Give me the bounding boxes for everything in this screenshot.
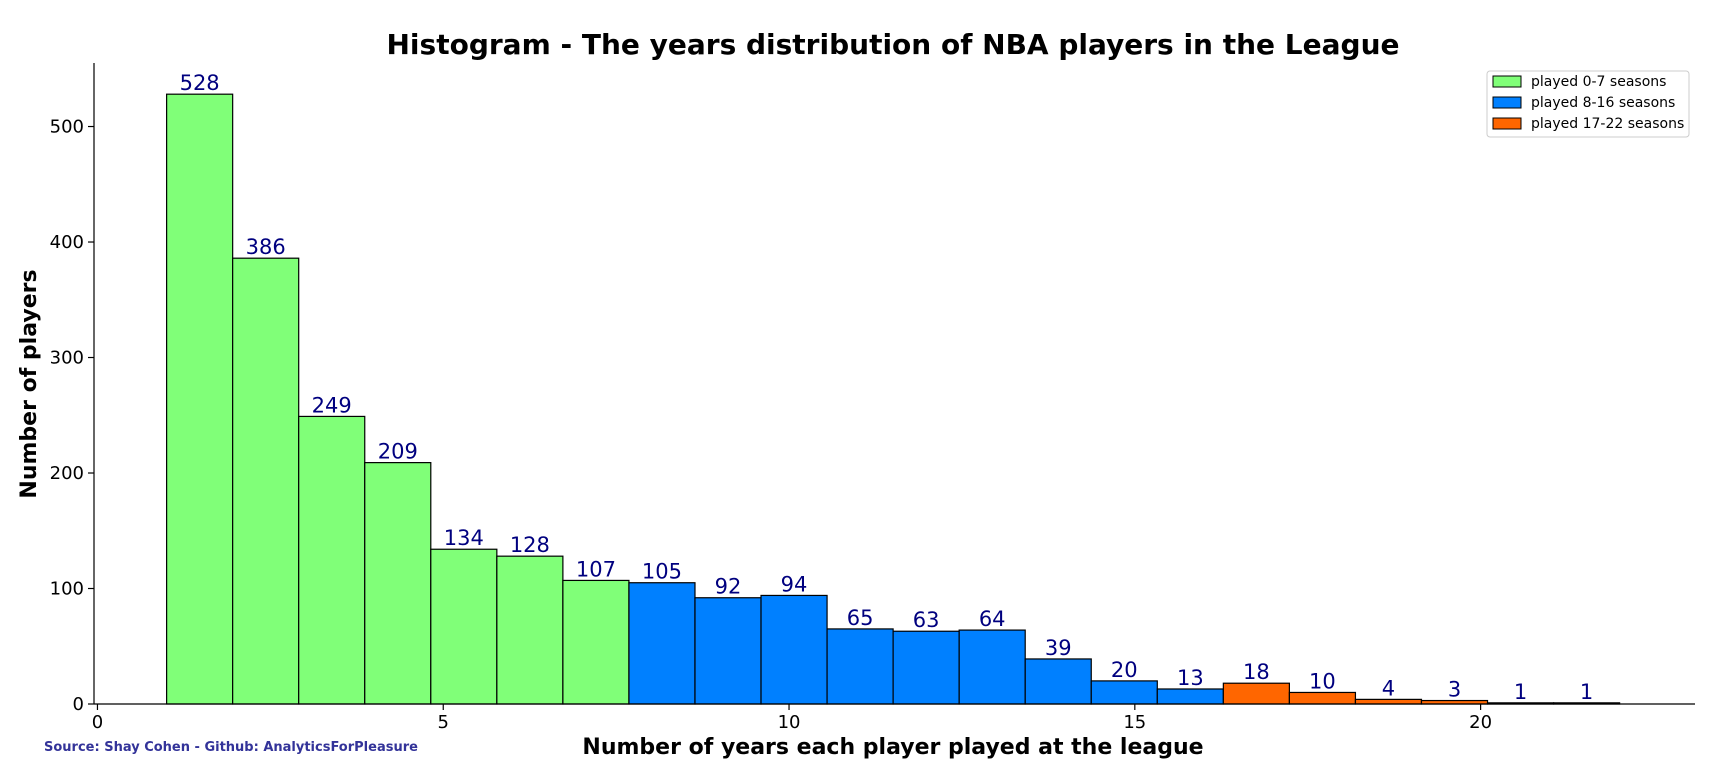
histogram-bar <box>1156 688 1224 705</box>
bar-value-label: 134 <box>444 526 484 550</box>
x-axis-label: Number of years each player played at th… <box>582 735 1203 760</box>
y-axis-label: Number of players <box>17 269 42 498</box>
legend-swatch <box>1492 75 1522 88</box>
chart-title: Histogram - The years distribution of NB… <box>387 28 1400 61</box>
legend-label: played 17-22 seasons <box>1531 116 1684 132</box>
legend-label: played 8-16 seasons <box>1531 95 1675 111</box>
bar-value-label: 105 <box>642 560 682 584</box>
bar-value-label: 39 <box>1045 636 1072 660</box>
bar-value-label: 249 <box>312 393 352 417</box>
histogram-bar <box>958 629 1026 705</box>
histogram-bar <box>1222 682 1290 705</box>
y-tick-label: 400 <box>50 232 84 253</box>
histogram-bar <box>166 93 234 705</box>
histogram-bar <box>628 582 696 705</box>
bar-value-label: 128 <box>510 533 550 557</box>
x-tick-label: 20 <box>1469 712 1492 733</box>
histogram-bar <box>1024 658 1092 705</box>
histogram-bar <box>298 415 366 705</box>
histogram-bar <box>694 597 762 705</box>
legend-label: played 0-7 seasons <box>1531 74 1666 90</box>
bar-value-label: 64 <box>979 607 1006 631</box>
x-tick-label: 5 <box>438 712 449 733</box>
histogram-bar <box>430 548 498 705</box>
histogram-bar <box>496 555 564 705</box>
histogram-bar <box>562 579 630 705</box>
bar-value-label: 10 <box>1309 669 1336 693</box>
legend-swatch <box>1492 96 1522 109</box>
y-tick-label: 100 <box>50 579 84 600</box>
y-tick-label: 0 <box>73 694 84 715</box>
bar-value-label: 386 <box>246 235 286 259</box>
bar-value-label: 209 <box>378 440 418 464</box>
bar-value-label: 107 <box>576 557 616 581</box>
histogram-bar <box>232 257 300 705</box>
bar-value-label: 63 <box>913 608 940 632</box>
y-tick-label: 200 <box>50 463 84 484</box>
x-tick-label: 0 <box>92 712 103 733</box>
y-tick-label: 300 <box>50 348 84 369</box>
histogram-bar <box>760 594 828 705</box>
histogram-bar <box>1090 680 1158 705</box>
histogram-bar <box>364 462 432 705</box>
bar-value-label: 1 <box>1580 680 1593 704</box>
bar-value-label: 18 <box>1243 660 1270 684</box>
x-ticks-group: 0 5 10 15 20 <box>92 704 1492 733</box>
bar-value-label: 4 <box>1382 676 1395 700</box>
x-tick-label: 10 <box>778 712 801 733</box>
x-tick-label: 15 <box>1123 712 1146 733</box>
histogram-bar <box>1288 691 1357 705</box>
bar-value-label: 528 <box>180 71 220 95</box>
histogram-bar <box>826 628 894 705</box>
bar-value-label: 20 <box>1111 658 1138 682</box>
histogram-bar <box>892 630 960 705</box>
legend-swatch <box>1492 117 1522 130</box>
bar-value-label: 13 <box>1177 666 1204 690</box>
y-ticks-group: 0 100 200 300 400 500 <box>50 117 94 715</box>
source-note: Source: Shay Cohen - Github: AnalyticsFo… <box>44 740 418 755</box>
bars-group <box>166 93 1621 705</box>
bar-value-label: 1 <box>1514 680 1527 704</box>
bar-value-label: 94 <box>781 572 808 596</box>
y-tick-label: 500 <box>50 117 84 138</box>
bar-value-label: 3 <box>1448 678 1461 702</box>
legend-box <box>1486 70 1690 138</box>
bar-value-label: 92 <box>715 575 742 599</box>
bar-value-label: 65 <box>847 606 874 630</box>
legend: played 0-7 seasons played 8-16 seasons pla… <box>1486 70 1690 138</box>
